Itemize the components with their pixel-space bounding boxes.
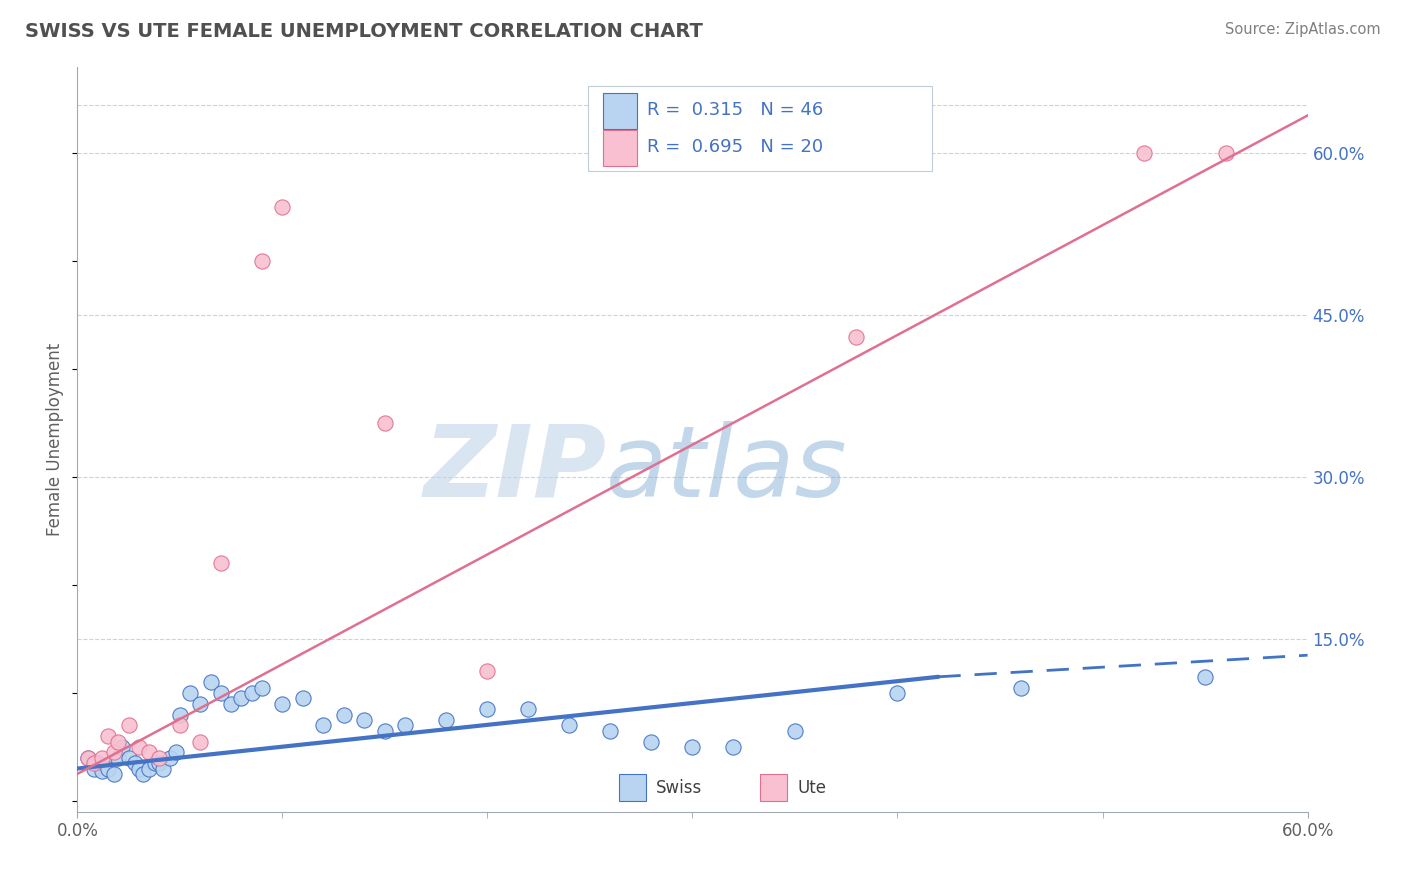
Point — [640, 734, 662, 748]
Text: R =  0.695   N = 20: R = 0.695 N = 20 — [647, 138, 823, 156]
Point — [188, 734, 212, 748]
Point — [97, 762, 120, 776]
Point — [159, 750, 181, 764]
Text: atlas: atlas — [606, 421, 848, 517]
Text: R =  0.315   N = 46: R = 0.315 N = 46 — [647, 101, 823, 120]
Point — [111, 739, 134, 754]
Point — [783, 723, 806, 738]
Point — [138, 745, 160, 759]
Point — [138, 762, 160, 776]
Point — [107, 750, 129, 764]
Point — [477, 702, 499, 716]
Point — [219, 697, 242, 711]
Point — [148, 756, 170, 771]
Point — [143, 756, 166, 771]
Text: SWISS VS UTE FEMALE UNEMPLOYMENT CORRELATION CHART: SWISS VS UTE FEMALE UNEMPLOYMENT CORRELA… — [25, 22, 703, 41]
Point — [374, 723, 396, 738]
Point — [117, 750, 139, 764]
Point — [231, 691, 253, 706]
Point — [103, 767, 125, 781]
Point — [436, 713, 458, 727]
Point — [97, 729, 120, 743]
Point — [90, 750, 114, 764]
Point — [128, 762, 150, 776]
Point — [200, 675, 222, 690]
Y-axis label: Female Unemployment: Female Unemployment — [46, 343, 65, 536]
Point — [886, 686, 908, 700]
Point — [209, 557, 232, 571]
Point — [103, 745, 125, 759]
Point — [188, 697, 212, 711]
Point — [250, 254, 273, 268]
Point — [148, 750, 170, 764]
FancyBboxPatch shape — [603, 93, 637, 128]
Point — [76, 750, 98, 764]
FancyBboxPatch shape — [761, 774, 787, 801]
Point — [558, 718, 581, 732]
Point — [209, 686, 232, 700]
Point — [152, 762, 174, 776]
FancyBboxPatch shape — [588, 86, 932, 171]
Point — [87, 756, 110, 771]
Text: Swiss: Swiss — [655, 779, 702, 797]
Point — [128, 739, 150, 754]
FancyBboxPatch shape — [603, 130, 637, 166]
Point — [271, 697, 294, 711]
Point — [723, 739, 745, 754]
FancyBboxPatch shape — [619, 774, 645, 801]
Point — [291, 691, 314, 706]
Point — [1215, 146, 1237, 161]
Point — [83, 762, 105, 776]
Point — [374, 416, 396, 430]
Point — [1132, 146, 1154, 161]
Point — [1194, 670, 1216, 684]
Point — [517, 702, 540, 716]
Point — [271, 200, 294, 214]
Point — [240, 686, 263, 700]
Text: Ute: Ute — [797, 779, 827, 797]
Point — [353, 713, 375, 727]
Point — [682, 739, 704, 754]
Text: ZIP: ZIP — [423, 421, 606, 517]
Point — [1010, 681, 1032, 695]
Point — [117, 718, 139, 732]
Point — [124, 756, 146, 771]
Point — [179, 686, 201, 700]
Point — [477, 665, 499, 679]
Point — [312, 718, 335, 732]
Point — [250, 681, 273, 695]
Point — [165, 745, 187, 759]
Point — [333, 707, 356, 722]
Point — [90, 764, 114, 778]
Point — [394, 718, 416, 732]
Point — [76, 750, 98, 764]
Point — [599, 723, 621, 738]
Point — [169, 707, 191, 722]
Point — [845, 330, 868, 344]
Text: Source: ZipAtlas.com: Source: ZipAtlas.com — [1225, 22, 1381, 37]
Point — [83, 756, 105, 771]
Point — [169, 718, 191, 732]
Point — [132, 767, 155, 781]
Point — [107, 734, 129, 748]
